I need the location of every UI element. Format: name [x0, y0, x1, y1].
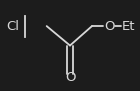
Text: O: O	[105, 20, 115, 33]
Text: Cl: Cl	[6, 20, 19, 33]
Text: Et: Et	[122, 20, 135, 33]
Text: O: O	[65, 71, 75, 84]
